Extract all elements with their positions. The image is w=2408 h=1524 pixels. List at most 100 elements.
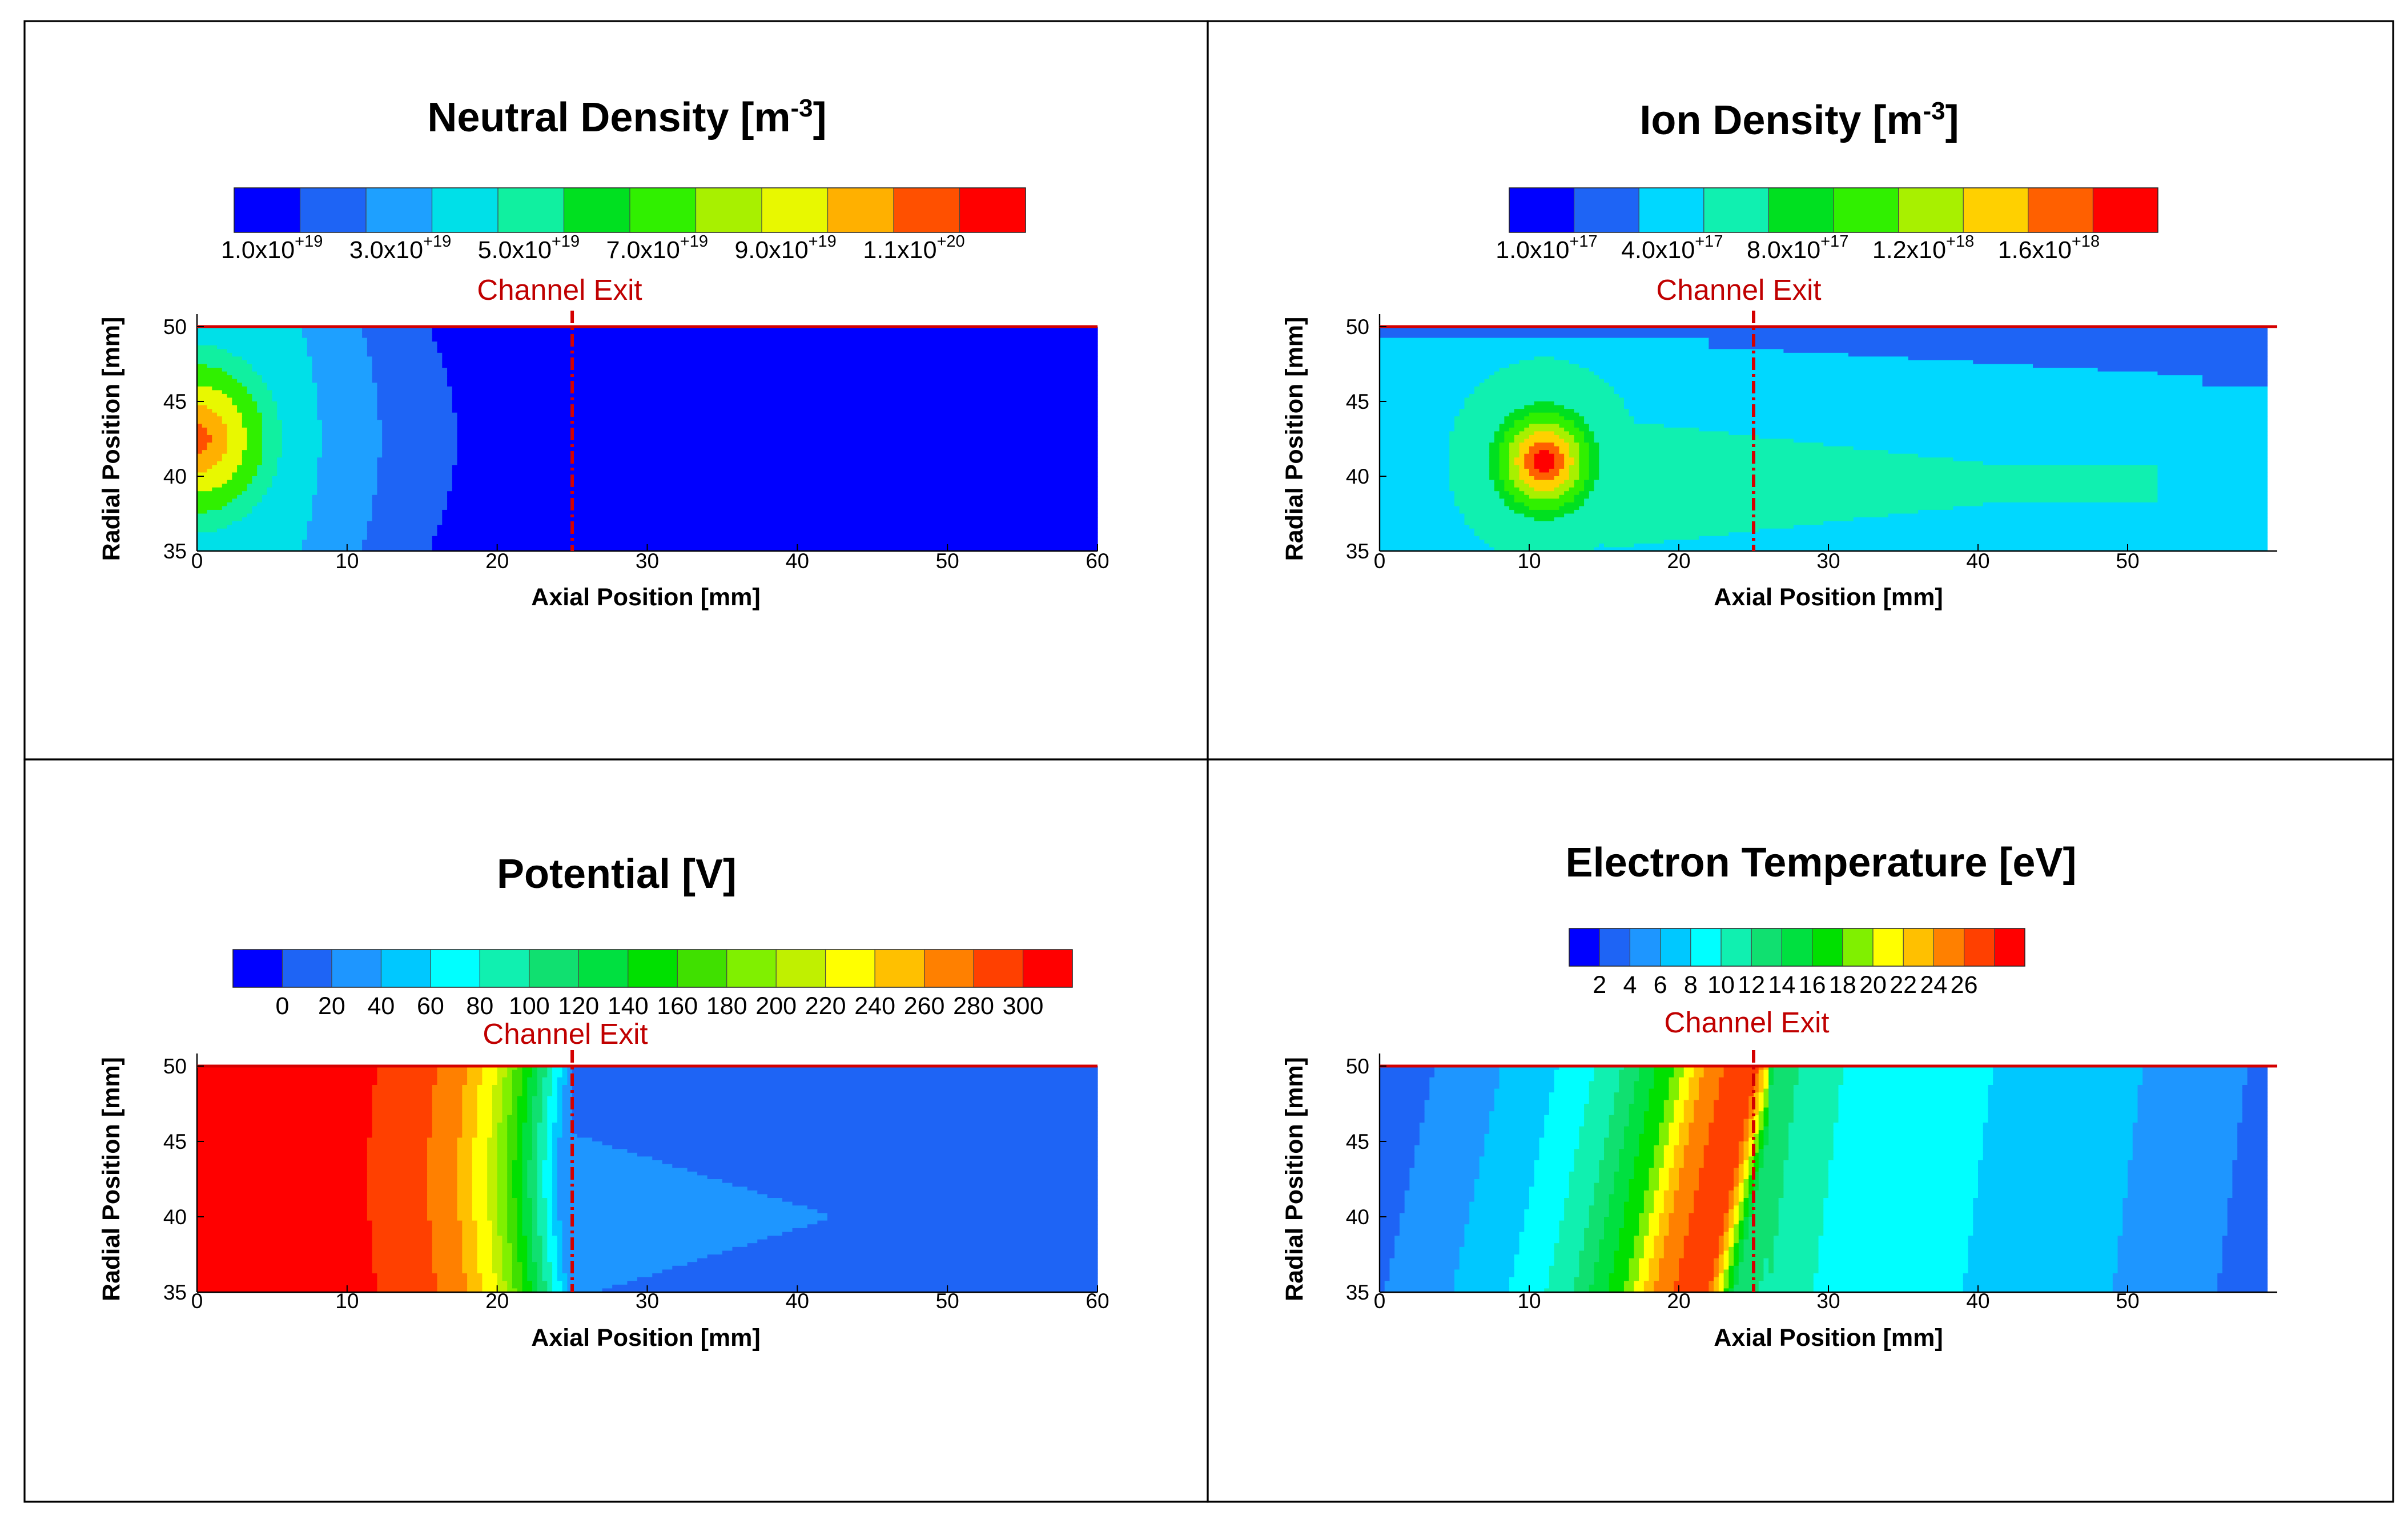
colorbar-tick-exponent: +17 [1569,232,1597,251]
contour-cell [517,1130,523,1135]
contour-cell [537,1277,543,1281]
contour-cell [1734,1190,1739,1195]
colorbar-swatch [1751,928,1782,966]
contour-cell [1524,491,1565,496]
contour-cell [1758,1123,1764,1127]
contour-cell [1534,1179,1570,1184]
contour-cell [1758,1100,1764,1104]
contour-cell [252,509,313,514]
contour-cell [1669,1179,1679,1184]
colorbar-tick-label: 8 [1684,971,1698,999]
contour-cell [557,1156,653,1161]
contour-cell [1643,1115,1665,1119]
contour-cell [557,1145,613,1149]
contour-cell [512,1258,518,1262]
contour-cell [1659,1265,1679,1270]
contour-cell [1649,1277,1659,1281]
contour-cell [197,1232,373,1236]
contour-cell [532,1133,538,1138]
contour-cell [1564,502,1585,506]
contour-cell [542,1273,553,1278]
contour-cell [1399,1217,1470,1221]
contour-cell [557,1077,568,1081]
contour-cell [572,1073,1098,1078]
contour-cell [527,1119,533,1123]
contour-cell [1494,1100,1550,1104]
contour-cell [1674,1284,1709,1289]
contour-cell [572,1111,1098,1116]
contour-cell [2247,1066,2268,1071]
contour-cell [1743,1156,1749,1161]
contour-cell [307,536,368,540]
contour-cell [1838,1119,1989,1123]
contour-cell [1399,1220,1470,1225]
contour-cell [1554,1258,1579,1262]
contour-cell [562,1123,573,1127]
contour-cell [512,1171,523,1176]
contour-cell [1679,1096,1690,1100]
contour-cell [1529,468,1540,473]
contour-cell [612,1145,1098,1149]
contour-cell [377,1284,438,1289]
contour-cell [532,1243,543,1248]
contour-cell [1380,1262,1390,1266]
contour-cell [377,1277,438,1281]
contour-cell [1519,1246,1555,1251]
contour-cell [1754,1088,1759,1093]
colorbar-tick-label: 1.6x10+18 [1998,232,2100,264]
contour-cell [267,487,317,492]
contour-cell [367,349,438,353]
contour-cell [1594,1069,1619,1074]
contour-cell [522,1171,528,1176]
contour-cell [1679,1262,1714,1266]
contour-cell [1569,360,1973,365]
contour-cell [1734,1213,1739,1217]
contour-cell [1634,1081,1654,1085]
contour-cell [1659,1126,1670,1131]
contour-cell [1434,1066,1500,1071]
contour-cell [1559,435,1575,440]
contour-cell [1743,1205,1749,1210]
contour-cell [1793,1107,1839,1112]
contour-cell [1479,1168,1535,1172]
x-tick-label: 0 [1374,1289,1386,1313]
contour-cell [457,457,1098,462]
contour-cell [282,424,323,428]
contour-cell [557,1217,828,1221]
contour-cell [377,393,453,399]
contour-cell [1459,409,1515,413]
contour-cell [1380,330,2268,335]
contour-cell [432,1115,463,1119]
contour-cell [552,1288,563,1293]
contour-cell [1708,1284,1714,1289]
contour-cell [542,1104,548,1108]
contour-cell [1743,1194,1749,1199]
contour-cell [1524,502,1565,506]
contour-cell [262,427,283,432]
contour-cell [517,1137,523,1142]
contour-cell [1639,1073,1654,1078]
contour-cell [1589,1209,1610,1213]
contour-cell [507,1137,518,1142]
contour-cell [567,1073,573,1078]
contour-cell [1714,1288,1719,1293]
contour-cell [497,1152,508,1157]
contour-cell [1609,1119,1630,1123]
contour-cell [732,1246,1098,1251]
contour-cell [537,1205,548,1210]
contour-cell [1728,1217,1734,1221]
contour-cell [362,543,433,548]
contour-cell [227,446,248,451]
contour-cell [1708,1288,1714,1293]
contour-cell [1683,1156,1705,1161]
contour-cell [1380,457,1450,462]
contour-cell [1649,1171,1659,1176]
contour-cell [1748,1111,1754,1116]
colorbar-tick-label: 160 [657,992,698,1020]
contour-cell [512,1243,518,1248]
contour-cell [557,1164,673,1168]
contour-cell [452,386,1098,391]
contour-cell [1748,1224,1779,1229]
contour-cell [1574,1168,1599,1172]
contour-cell [1639,1273,1650,1278]
